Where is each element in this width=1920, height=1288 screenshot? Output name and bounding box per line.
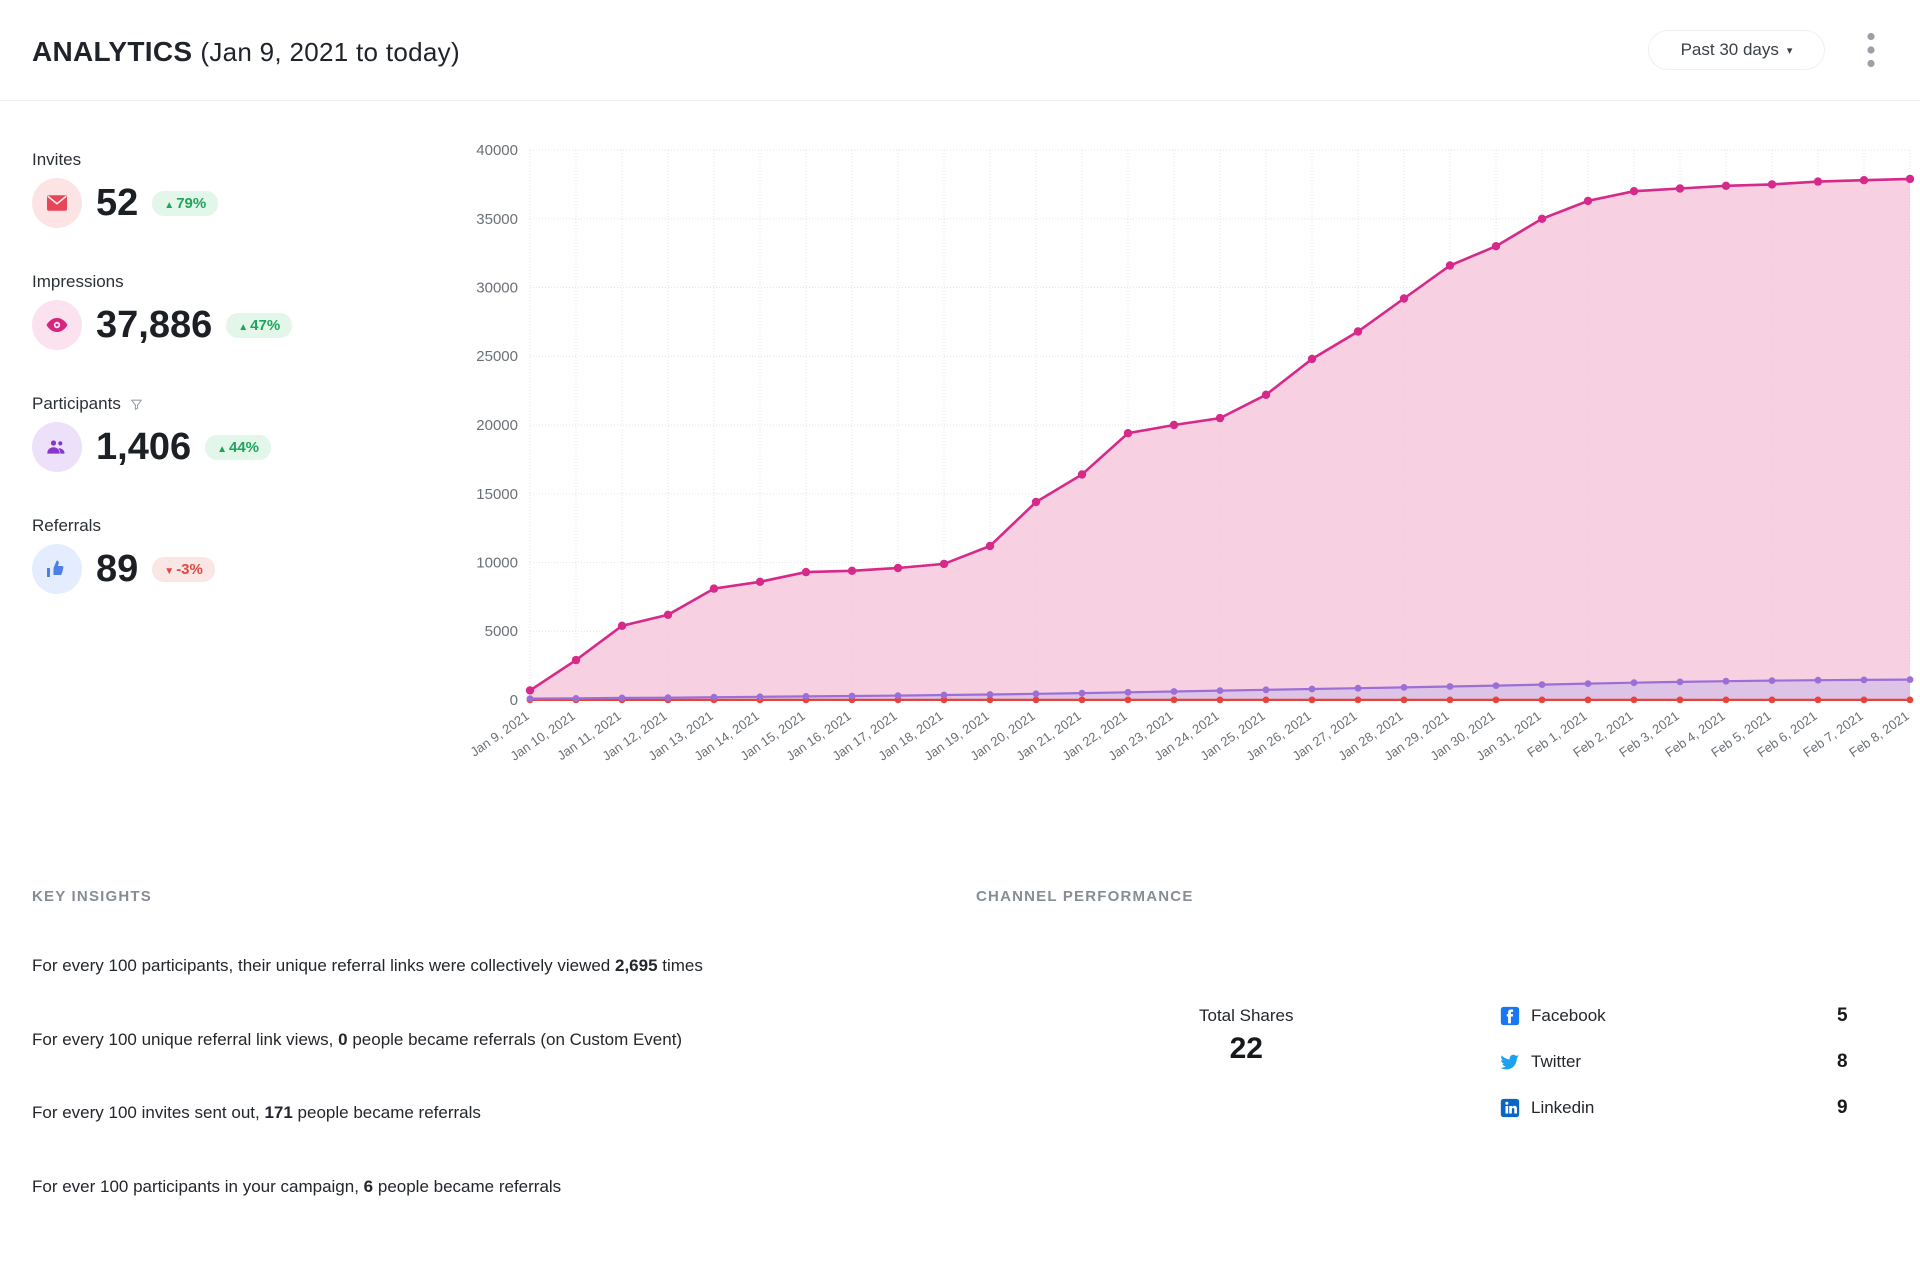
svg-text:40000: 40000 xyxy=(476,142,518,159)
svg-text:20000: 20000 xyxy=(476,417,518,434)
svg-text:10000: 10000 xyxy=(476,555,518,572)
svg-text:30000: 30000 xyxy=(476,280,518,297)
svg-text:15000: 15000 xyxy=(476,486,518,503)
svg-text:35000: 35000 xyxy=(476,211,518,228)
svg-text:25000: 25000 xyxy=(476,348,518,365)
svg-text:0: 0 xyxy=(510,692,518,709)
svg-text:5000: 5000 xyxy=(485,623,518,640)
